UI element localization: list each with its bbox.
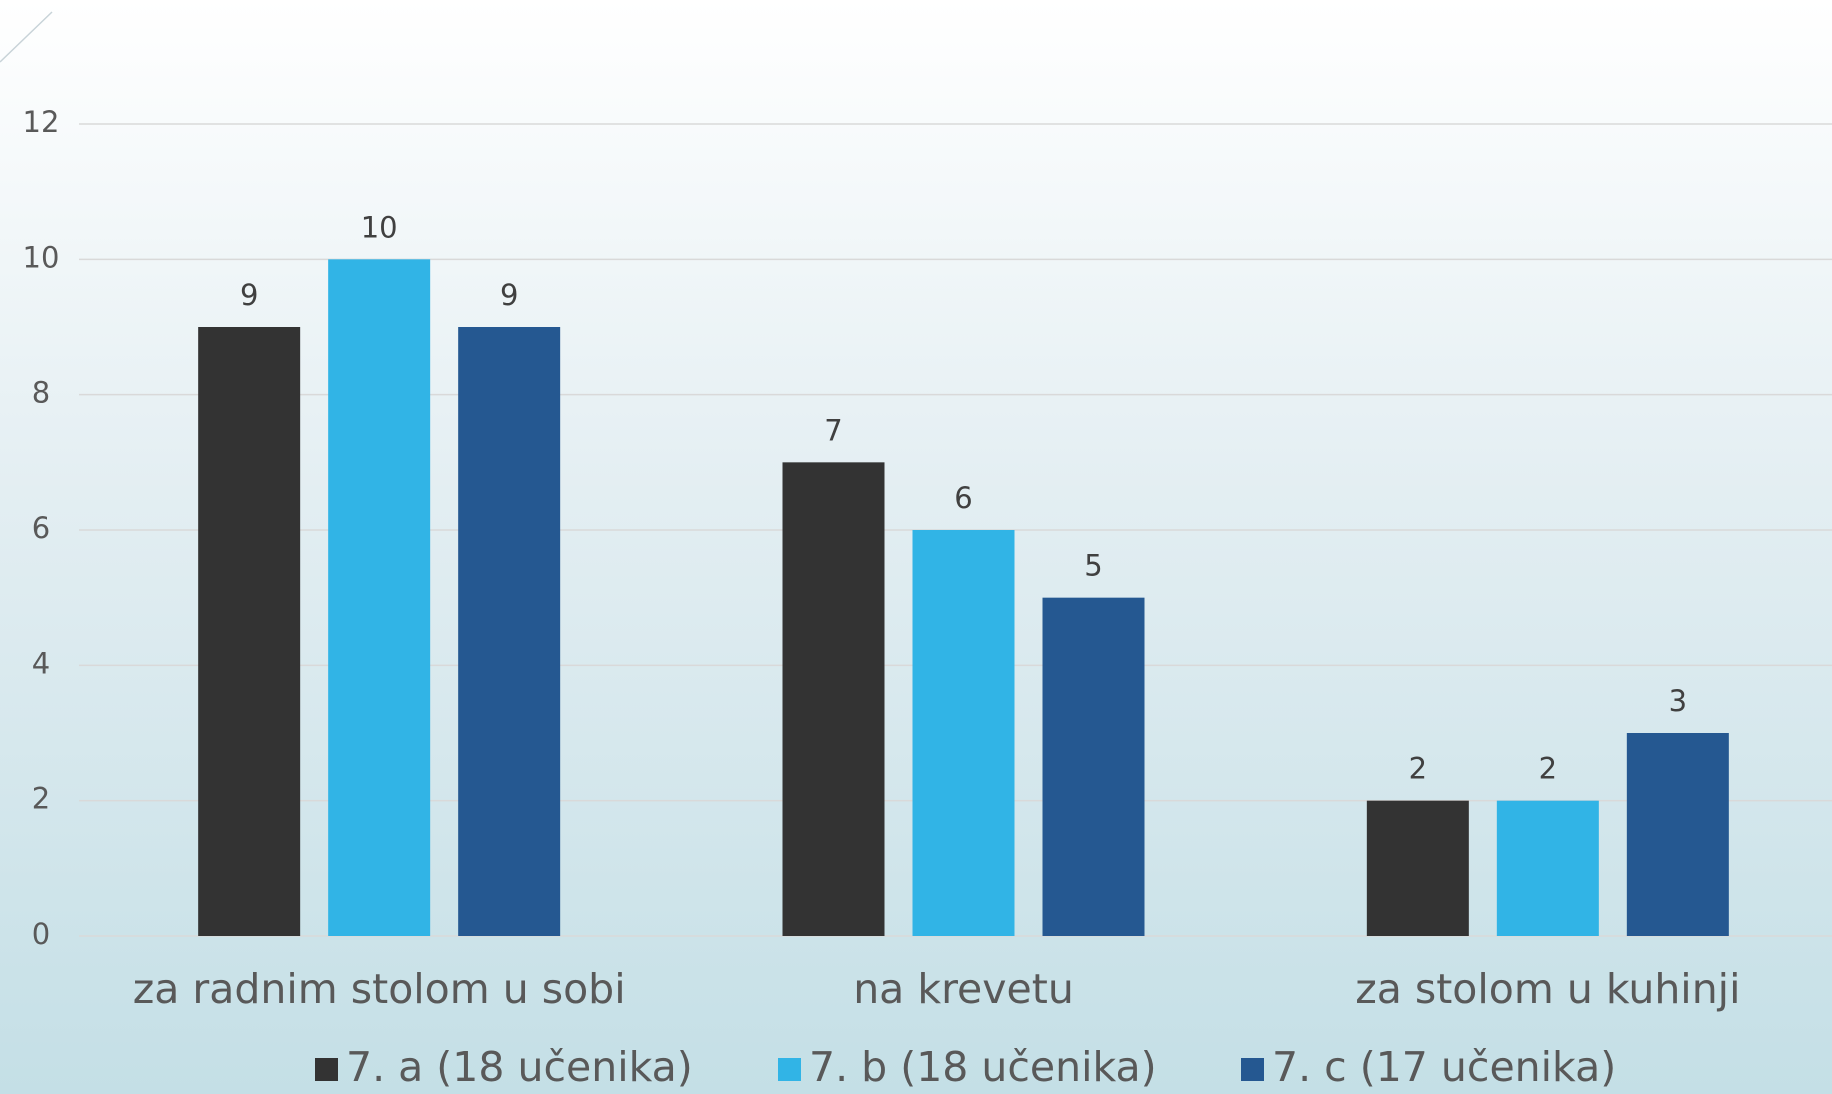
data-label: 6	[954, 481, 972, 515]
y-tick-label: 12	[23, 105, 60, 139]
y-tick-label: 8	[32, 376, 50, 410]
legend-label: 7. a (18 učenika)	[346, 1043, 693, 1091]
y-tick-label: 6	[32, 511, 50, 545]
bar	[1496, 800, 1599, 936]
bar	[1626, 733, 1729, 936]
legend-label: 7. c (17 učenika)	[1272, 1043, 1616, 1091]
legend-swatch	[315, 1058, 338, 1081]
data-label: 9	[240, 278, 258, 312]
data-label: 2	[1409, 752, 1427, 786]
data-label: 7	[824, 413, 842, 447]
legend-label: 7. b (18 učenika)	[809, 1043, 1157, 1091]
x-tick-label: za stolom u kuhinji	[1355, 965, 1740, 1013]
bar	[328, 259, 431, 936]
bar	[458, 327, 561, 936]
bar	[198, 327, 301, 936]
data-label: 5	[1084, 549, 1102, 583]
y-tick-label: 10	[23, 240, 60, 274]
decoration	[0, 11, 53, 63]
data-label: 10	[361, 210, 398, 244]
bar	[912, 530, 1015, 936]
bar	[782, 462, 885, 936]
y-tick-label: 0	[32, 917, 50, 951]
data-label: 3	[1669, 684, 1687, 718]
legend-swatch	[1241, 1058, 1264, 1081]
y-tick-label: 2	[32, 782, 50, 816]
data-label: 2	[1539, 752, 1557, 786]
y-tick-label: 4	[32, 646, 50, 680]
data-label: 9	[500, 278, 518, 312]
x-tick-label: za radnim stolom u sobi	[133, 965, 626, 1013]
bar	[1366, 800, 1469, 936]
x-tick-label: na krevetu	[853, 965, 1074, 1013]
bar	[1042, 597, 1145, 936]
legend-swatch	[778, 1058, 801, 1081]
